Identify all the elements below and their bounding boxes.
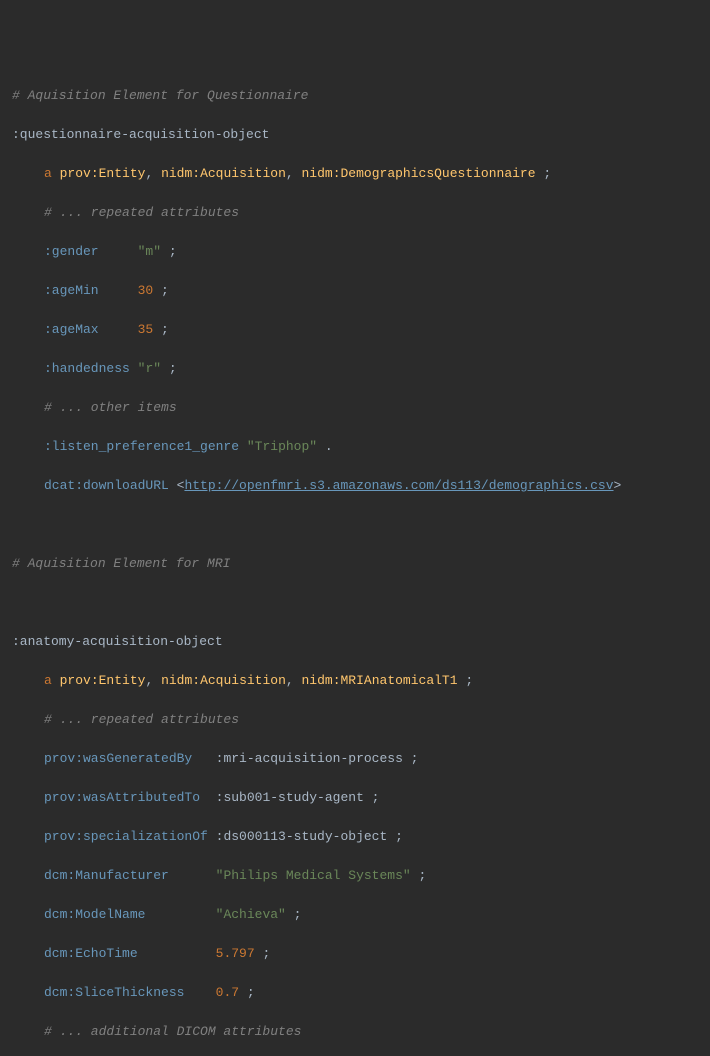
attr-line: prov:specializationOf :ds000113-study-ob…: [12, 827, 698, 847]
string-token: "r": [138, 361, 161, 376]
url-token: http://openfmri.s3.amazonaws.com/ds113/d…: [184, 478, 613, 493]
attr-line: dcm:Manufacturer "Philips Medical System…: [12, 866, 698, 886]
semi: ;: [153, 283, 169, 298]
attr-line: :ageMax 35 ;: [12, 320, 698, 340]
string-token: "Triphop": [247, 439, 317, 454]
comment-text: # ... repeated attributes: [44, 205, 239, 220]
predicate-token: dcm:ModelName: [44, 907, 145, 922]
subject-token: :anatomy-acquisition-object: [12, 634, 223, 649]
string-token: "Achieva": [216, 907, 286, 922]
attr-line: :ageMin 30 ;: [12, 281, 698, 301]
type-token: nidm:Acquisition: [161, 673, 286, 688]
value-token: :sub001-study-agent: [216, 790, 364, 805]
string-token: "m": [138, 244, 161, 259]
attr-line: dcm:SliceThickness 0.7 ;: [12, 983, 698, 1003]
attr-line: :listen_preference1_genre "Triphop" .: [12, 437, 698, 457]
semi: ;: [536, 166, 552, 181]
comment-line: # ... additional DICOM attributes: [12, 1022, 698, 1042]
semi: ;: [161, 361, 177, 376]
comment-text: # Aquisition Element for MRI: [12, 556, 230, 571]
semi: ;: [403, 751, 419, 766]
a-keyword: a: [44, 166, 52, 181]
dot: .: [317, 439, 333, 454]
comma: ,: [286, 166, 302, 181]
type-line: a prov:Entity, nidm:Acquisition, nidm:De…: [12, 164, 698, 184]
attr-line: prov:wasGeneratedBy :mri-acquisition-pro…: [12, 749, 698, 769]
attr-line: dcm:ModelName "Achieva" ;: [12, 905, 698, 925]
number-token: 30: [138, 283, 154, 298]
value-token: :ds000113-study-object: [216, 829, 388, 844]
comma: ,: [145, 166, 161, 181]
comma: ,: [286, 673, 302, 688]
predicate-token: prov:specializationOf: [44, 829, 208, 844]
predicate-token: prov:wasAttributedTo: [44, 790, 200, 805]
comma: ,: [145, 673, 161, 688]
predicate-token: dcm:Manufacturer: [44, 868, 169, 883]
comment-text: # ... repeated attributes: [44, 712, 239, 727]
number-token: 5.797: [216, 946, 255, 961]
semi: ;: [411, 868, 427, 883]
type-token: nidm:Acquisition: [161, 166, 286, 181]
predicate-token: dcat:downloadURL: [44, 478, 169, 493]
predicate-token: :ageMin: [44, 283, 99, 298]
type-token: nidm:MRIAnatomicalT1: [302, 673, 458, 688]
semi: ;: [387, 829, 403, 844]
attr-line: prov:wasAttributedTo :sub001-study-agent…: [12, 788, 698, 808]
gt: >: [614, 478, 622, 493]
comment-line: # ... other items: [12, 398, 698, 418]
type-token: prov:Entity: [60, 673, 146, 688]
comment-line: # ... repeated attributes: [12, 710, 698, 730]
string-token: "Philips Medical Systems": [216, 868, 411, 883]
blank-line: [12, 593, 698, 613]
download-line: dcat:downloadURL <http://openfmri.s3.ama…: [12, 476, 698, 496]
predicate-token: dcm:EchoTime: [44, 946, 138, 961]
comment-line: # Aquisition Element for Questionnaire: [12, 86, 698, 106]
semi: ;: [239, 985, 255, 1000]
attr-line: :gender "m" ;: [12, 242, 698, 262]
number-token: 0.7: [216, 985, 239, 1000]
semi: ;: [286, 907, 302, 922]
semi: ;: [161, 244, 177, 259]
type-token: prov:Entity: [60, 166, 146, 181]
predicate-token: dcm:SliceThickness: [44, 985, 184, 1000]
semi: ;: [255, 946, 271, 961]
subject-token: :questionnaire-acquisition-object: [12, 127, 269, 142]
comment-text: # ... additional DICOM attributes: [44, 1024, 301, 1039]
subject-line: :anatomy-acquisition-object: [12, 632, 698, 652]
attr-line: dcm:EchoTime 5.797 ;: [12, 944, 698, 964]
type-line: a prov:Entity, nidm:Acquisition, nidm:MR…: [12, 671, 698, 691]
a-keyword: a: [44, 673, 52, 688]
semi: ;: [153, 322, 169, 337]
comment-line: # Aquisition Element for MRI: [12, 554, 698, 574]
predicate-token: :ageMax: [44, 322, 99, 337]
predicate-token: prov:wasGeneratedBy: [44, 751, 192, 766]
blank-line: [12, 515, 698, 535]
subject-line: :questionnaire-acquisition-object: [12, 125, 698, 145]
predicate-token: :listen_preference1_genre: [44, 439, 239, 454]
number-token: 35: [138, 322, 154, 337]
comment-text: # Aquisition Element for Questionnaire: [12, 88, 308, 103]
predicate-token: :handedness: [44, 361, 130, 376]
comment-line: # ... repeated attributes: [12, 203, 698, 223]
semi: ;: [364, 790, 380, 805]
attr-line: :handedness "r" ;: [12, 359, 698, 379]
type-token: nidm:DemographicsQuestionnaire: [302, 166, 536, 181]
semi: ;: [458, 673, 474, 688]
comment-text: # ... other items: [44, 400, 177, 415]
predicate-token: :gender: [44, 244, 99, 259]
value-token: :mri-acquisition-process: [216, 751, 403, 766]
